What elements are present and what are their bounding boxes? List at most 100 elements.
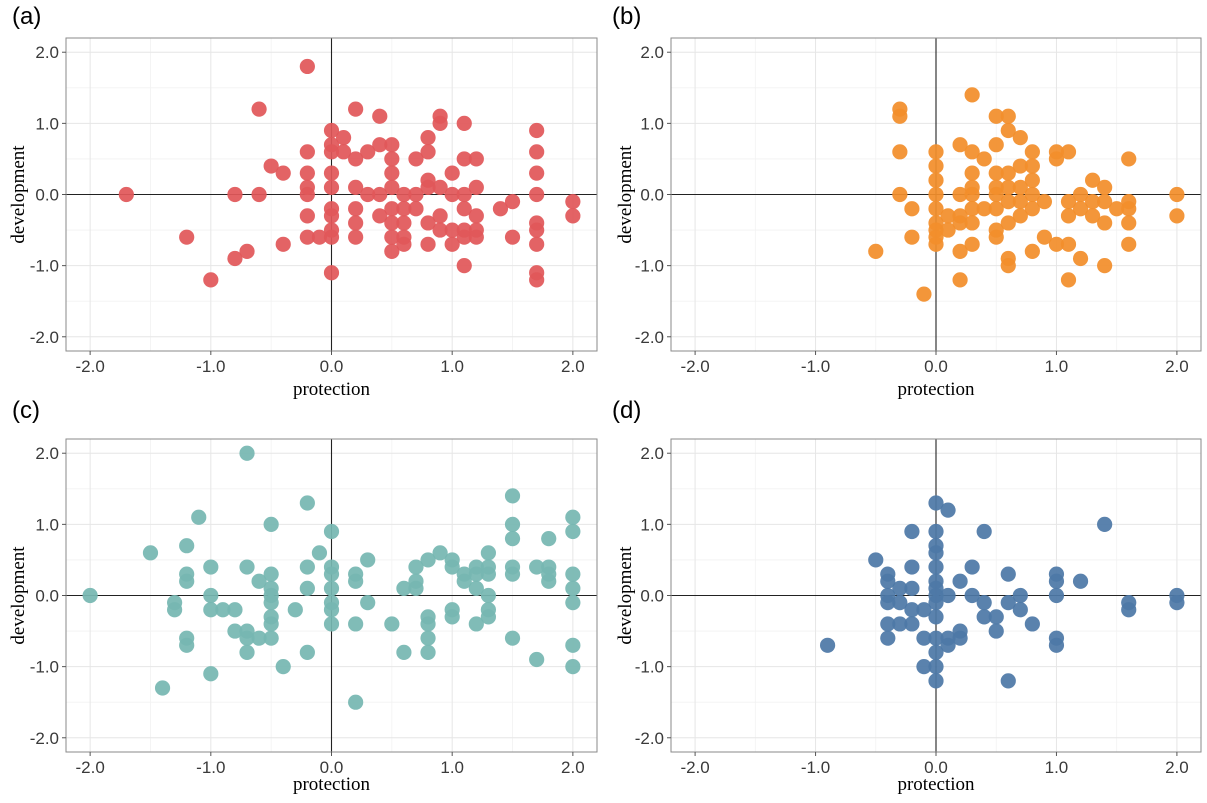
data-point [263, 616, 279, 632]
data-point [1060, 272, 1077, 288]
data-point [819, 637, 836, 653]
data-point [904, 616, 920, 632]
x-tick-label: -2.0 [75, 357, 104, 376]
data-point [565, 659, 581, 675]
data-point [1084, 208, 1101, 224]
data-point [504, 516, 521, 532]
data-point [323, 229, 340, 245]
data-point [916, 602, 932, 618]
data-point [964, 144, 980, 160]
data-point [964, 559, 980, 575]
data-point [565, 194, 581, 210]
data-point [263, 566, 279, 582]
data-point [892, 580, 908, 596]
data-point [988, 186, 1004, 203]
data-point [1084, 194, 1101, 210]
data-point [928, 673, 944, 689]
data-point [565, 637, 581, 653]
panel-label: (a) [12, 3, 41, 30]
data-point [504, 630, 521, 646]
data-point [1060, 208, 1077, 224]
data-point [1012, 158, 1028, 174]
data-point [420, 616, 436, 632]
data-point [892, 595, 908, 611]
x-tick-label: -2.0 [680, 758, 709, 777]
data-point [1169, 595, 1185, 611]
data-point [880, 616, 896, 632]
data-point [444, 236, 460, 252]
data-point [565, 595, 581, 611]
data-point [928, 144, 944, 160]
y-tick-label: 1.0 [640, 114, 664, 133]
data-point [952, 137, 968, 153]
data-point [311, 229, 328, 245]
panel-label: (c) [12, 397, 40, 424]
data-point [360, 186, 376, 203]
data-point [868, 243, 884, 260]
data-point [492, 201, 509, 217]
data-point [384, 243, 400, 260]
data-point [179, 637, 195, 653]
data-point [988, 137, 1004, 153]
y-tick-label: 1.0 [640, 515, 664, 534]
data-point [1072, 250, 1089, 267]
data-point [323, 179, 340, 195]
data-point [892, 108, 908, 124]
x-tick-label: -2.0 [680, 357, 709, 376]
data-point [880, 630, 896, 646]
data-point [1097, 179, 1113, 195]
data-point [299, 58, 315, 75]
data-point [299, 208, 315, 224]
data-point [928, 201, 944, 217]
panel-4: -2.0 -1.0 0.0 1.0 2.0 -2.0 -1.0 0.0 1.0 2.0 protec… [612, 397, 1202, 795]
data-point [1169, 186, 1185, 203]
data-point [468, 580, 484, 596]
data-point [868, 552, 884, 568]
data-point [964, 165, 980, 181]
data-point [529, 236, 545, 252]
data-point [299, 165, 315, 181]
x-tick-label: 1.0 [1045, 758, 1069, 777]
data-point [323, 616, 340, 632]
data-point [1036, 229, 1053, 245]
data-point [1024, 158, 1040, 174]
data-point [420, 552, 436, 568]
x-tick-label: 1.0 [440, 758, 464, 777]
x-tick-label: 2.0 [561, 357, 585, 376]
y-tick-label: -1.0 [635, 257, 664, 276]
y-tick-label: -1.0 [30, 257, 59, 276]
data-point [1084, 172, 1101, 188]
data-point [299, 580, 315, 596]
data-point [1036, 194, 1053, 210]
data-point [964, 201, 980, 217]
data-point [916, 630, 932, 646]
data-point [263, 516, 279, 532]
y-tick-label: 0.0 [640, 587, 664, 606]
data-point [444, 559, 460, 575]
data-point [928, 158, 944, 174]
data-point [323, 523, 340, 540]
data-point [529, 272, 545, 288]
data-point [1012, 602, 1028, 618]
data-point [1024, 616, 1040, 632]
data-point [504, 566, 521, 582]
data-point [239, 445, 255, 461]
data-point [251, 186, 267, 203]
data-point [179, 229, 195, 245]
y-tick-label: 0.0 [35, 587, 59, 606]
data-point [468, 229, 484, 245]
data-point [408, 201, 424, 217]
data-point [323, 165, 340, 181]
data-point [323, 122, 340, 139]
x-tick-label: 0.0 [924, 357, 948, 376]
data-point [565, 580, 581, 596]
data-point [1097, 258, 1113, 274]
data-point [880, 573, 896, 589]
data-point [1000, 215, 1016, 231]
data-point [456, 573, 472, 589]
data-point [468, 208, 484, 224]
data-point [227, 602, 243, 618]
data-point [928, 644, 944, 661]
data-point [928, 630, 944, 646]
data-point [1097, 194, 1113, 210]
